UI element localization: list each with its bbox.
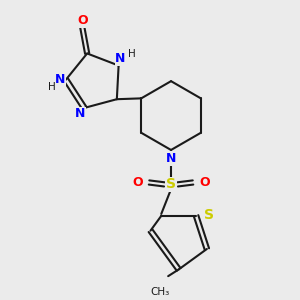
Text: S: S	[166, 177, 176, 191]
Text: H: H	[128, 49, 136, 59]
Text: N: N	[55, 73, 65, 86]
Text: CH₃: CH₃	[150, 287, 169, 297]
Text: O: O	[77, 14, 88, 28]
Text: O: O	[132, 176, 143, 189]
Text: N: N	[115, 52, 126, 65]
Text: O: O	[199, 176, 210, 189]
Text: N: N	[75, 107, 85, 120]
Text: H: H	[48, 82, 56, 92]
Text: N: N	[166, 152, 176, 165]
Text: S: S	[204, 208, 214, 222]
